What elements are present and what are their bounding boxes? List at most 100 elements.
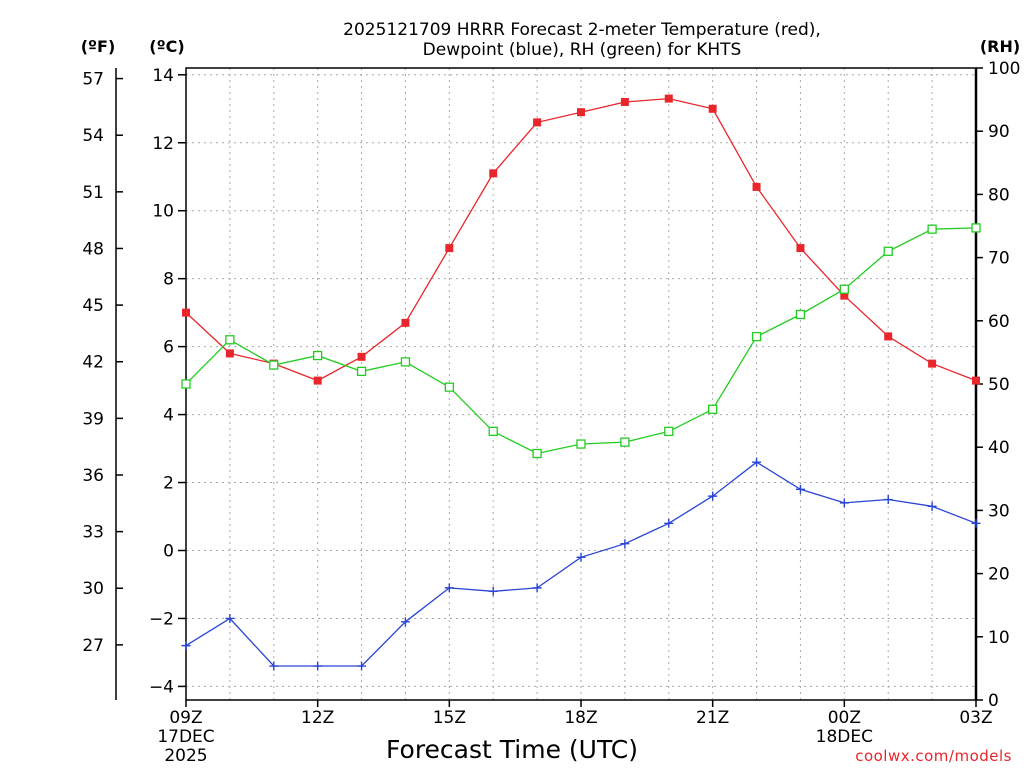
dewpoint-point	[971, 518, 981, 528]
rh-tick-label: 10	[988, 628, 1010, 648]
temperature-point	[533, 118, 542, 127]
rh-point	[751, 331, 762, 342]
rh-tick-label: 80	[988, 185, 1010, 205]
celsius-tick-label: 2	[163, 474, 174, 494]
dewpoint-point	[839, 498, 849, 508]
dewpoint-point	[620, 539, 630, 549]
temperature-point	[225, 349, 234, 358]
axes: −4 −2 0 2 4 6 8 10 12 14 27 30 33 36 39 42 45 48 51 54 57 0 10…	[82, 59, 1020, 766]
rh-tick-label: 100	[988, 59, 1020, 79]
rh-tick-label: 90	[988, 122, 1010, 142]
fahrenheit-tick-label: 42	[82, 353, 104, 373]
x-tick-date-label: 18DEC	[816, 727, 873, 747]
x-tick-year-label: 2025	[164, 746, 207, 766]
dewpoint-point	[225, 613, 235, 623]
fahrenheit-tick-label: 33	[82, 523, 104, 543]
celsius-unit-label: (ºC)	[149, 37, 184, 56]
x-axis-label: Forecast Time (UTC)	[386, 735, 638, 764]
rh-point	[400, 357, 411, 367]
celsius-tick-label: −4	[149, 677, 174, 697]
plot-frame	[185, 67, 977, 701]
rh-tick-label: 50	[988, 375, 1010, 395]
gridlines	[186, 68, 976, 700]
temperature-point	[445, 244, 454, 253]
dewpoint-point	[488, 586, 498, 596]
temperature-point	[182, 308, 190, 317]
rh-point	[927, 224, 937, 234]
dewpoint-point	[576, 552, 586, 562]
chart-title-line-2: Dewpoint (blue), RH (green) for KHTS	[423, 40, 742, 60]
temperature-point	[401, 318, 410, 327]
temperature-point	[796, 244, 805, 253]
rh-point	[883, 246, 893, 256]
dewpoint-point	[795, 484, 805, 494]
temperature-point	[664, 94, 673, 103]
temperature-point	[972, 376, 980, 385]
rh-tick-label: 60	[988, 312, 1010, 332]
fahrenheit-tick-label: 48	[82, 239, 104, 259]
x-tick-label: 03Z	[959, 708, 992, 728]
temperature-point	[708, 104, 717, 113]
celsius-tick-label: 14	[152, 66, 174, 86]
dewpoint-point	[313, 661, 323, 671]
x-tick-label: 15Z	[433, 708, 466, 728]
dewpoint-point	[752, 457, 762, 467]
temperature-point	[313, 376, 322, 385]
fahrenheit-tick-label: 36	[82, 466, 104, 486]
temperature-point	[884, 332, 893, 341]
rh-unit-label: (RH)	[980, 37, 1020, 56]
x-tick-label: 09Z	[169, 708, 202, 728]
celsius-tick-label: 12	[152, 134, 174, 154]
x-tick-label: 00Z	[828, 708, 861, 728]
rh-point	[664, 426, 674, 437]
celsius-tick-label: 10	[152, 202, 174, 222]
celsius-tick-label: 0	[163, 541, 174, 561]
dewpoint-point	[269, 661, 279, 671]
fahrenheit-tick-label: 45	[82, 296, 104, 316]
rh-point	[620, 437, 630, 447]
temperature-point	[840, 291, 849, 300]
fahrenheit-tick-label: 27	[82, 636, 104, 656]
x-tick-label: 12Z	[301, 708, 334, 728]
celsius-tick-label: 4	[163, 406, 174, 426]
rh-point	[971, 223, 981, 233]
fahrenheit-unit-label: (ºF)	[81, 37, 116, 56]
temperature-point	[577, 108, 585, 117]
celsius-tick-label: −2	[149, 609, 174, 629]
dewpoint-point	[400, 617, 410, 627]
rh-point	[576, 439, 586, 449]
rh-point	[708, 404, 718, 414]
rh-tick-label: 30	[988, 501, 1010, 521]
rh-point	[532, 448, 542, 459]
temperature-point	[928, 359, 937, 368]
temperature-point	[752, 182, 761, 191]
dewpoint-point	[927, 501, 937, 511]
x-tick-label: 21Z	[696, 708, 729, 728]
rh-point	[313, 350, 323, 361]
rh-point	[356, 366, 367, 377]
source-credit[interactable]: coolwx.com/models	[855, 747, 1012, 765]
rh-tick-label: 40	[988, 438, 1010, 458]
celsius-tick-label: 6	[163, 338, 174, 358]
data-series	[181, 94, 981, 671]
dewpoint-point	[532, 583, 542, 593]
dewpoint-point	[883, 495, 893, 505]
dewpoint-point	[708, 491, 718, 501]
rh-point	[839, 284, 849, 294]
rh-point	[225, 335, 235, 345]
fahrenheit-tick-label: 57	[82, 70, 104, 90]
dewpoint-point	[181, 641, 191, 651]
fahrenheit-tick-label: 51	[82, 183, 104, 203]
chart-title-line-1: 2025121709 HRRR Forecast 2-meter Tempera…	[343, 20, 821, 40]
rh-point	[444, 382, 454, 392]
x-tick-label: 18Z	[564, 708, 597, 728]
celsius-tick-label: 8	[163, 270, 174, 290]
dewpoint-point	[664, 518, 674, 528]
temperature-point	[357, 352, 366, 361]
temperature-point	[489, 169, 498, 178]
fahrenheit-tick-label: 39	[82, 409, 104, 429]
rh-point	[269, 360, 279, 370]
rh-tick-label: 70	[988, 249, 1010, 269]
dewpoint-point	[444, 583, 454, 593]
